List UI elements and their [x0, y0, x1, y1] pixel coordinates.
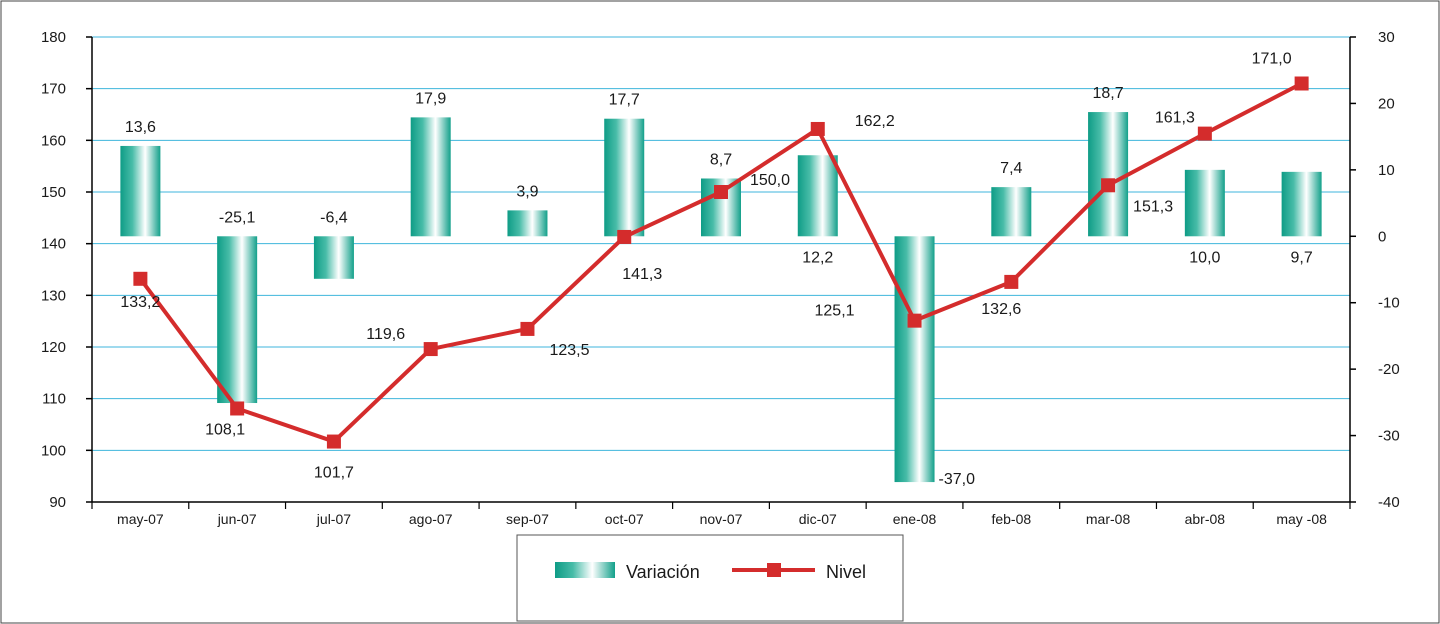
- nivel-marker: [326, 434, 341, 449]
- axes: 90100110120130140150160170180-40-30-20-1…: [41, 29, 1400, 527]
- x-tick-label: ene-08: [893, 511, 937, 527]
- nivel-marker: [714, 185, 728, 199]
- nivel-marker: [810, 121, 825, 136]
- nivel-marker: [1294, 76, 1309, 91]
- y-left-tick-label: 100: [41, 442, 66, 459]
- nivel-marker: [617, 229, 632, 244]
- y-right-tick-label: -40: [1378, 494, 1400, 511]
- data-label-nivel: 150,0: [750, 172, 790, 189]
- x-tick-label: mar-08: [1086, 511, 1131, 527]
- data-label-variacion: -25,1: [219, 209, 256, 226]
- data-label-variacion: -6,4: [320, 209, 348, 226]
- legend-marker-nivel: [767, 563, 781, 577]
- nivel-marker: [133, 271, 148, 286]
- data-label-nivel: 141,3: [622, 266, 662, 283]
- data-label-variacion: 12,2: [802, 249, 833, 266]
- data-label-nivel: 161,3: [1155, 110, 1195, 127]
- bar-variacion: [410, 117, 451, 237]
- x-tick-label: jun-07: [217, 511, 257, 527]
- bar-variacion: [991, 187, 1032, 237]
- data-label-variacion: 17,9: [415, 90, 446, 107]
- y-left-tick-label: 180: [41, 29, 66, 46]
- bar-series-variacion: [120, 112, 1322, 483]
- y-right-tick-label: 30: [1378, 29, 1395, 46]
- y-left-tick-label: 160: [41, 132, 66, 149]
- y-right-tick-label: 20: [1378, 95, 1395, 112]
- legend-swatch-variacion: [555, 562, 615, 578]
- bar-variacion: [313, 236, 354, 279]
- data-label-nivel: 132,6: [981, 301, 1021, 318]
- data-label-nivel: 101,7: [314, 465, 354, 482]
- nivel-marker: [1197, 126, 1212, 141]
- x-tick-label: abr-08: [1185, 511, 1226, 527]
- nivel-marker: [423, 342, 438, 357]
- y-right-tick-label: -30: [1378, 428, 1400, 445]
- nivel-marker: [907, 313, 922, 328]
- data-label-nivel: 171,0: [1252, 51, 1292, 68]
- x-tick-label: may-07: [117, 511, 164, 527]
- x-tick-label: jul-07: [316, 511, 351, 527]
- bar-variacion: [1184, 169, 1225, 237]
- data-label-nivel: 108,1: [205, 421, 245, 438]
- bar-variacion: [1088, 112, 1129, 237]
- x-tick-label: nov-07: [700, 511, 743, 527]
- data-label-variacion: -37,0: [939, 471, 976, 488]
- y-left-tick-label: 110: [42, 391, 66, 408]
- y-left-tick-label: 170: [41, 81, 66, 98]
- data-label-nivel: 162,2: [855, 113, 895, 130]
- nivel-marker: [1004, 274, 1019, 289]
- data-label-variacion: 18,7: [1093, 85, 1124, 102]
- x-tick-label: sep-07: [506, 511, 549, 527]
- bar-variacion: [894, 236, 935, 483]
- x-tick-label: oct-07: [605, 511, 644, 527]
- y-right-tick-label: 10: [1378, 162, 1395, 179]
- data-label-variacion: 13,6: [125, 119, 156, 136]
- x-tick-label: ago-07: [409, 511, 453, 527]
- legend-label-variacion: Variación: [626, 562, 700, 582]
- data-label-variacion: 3,9: [516, 183, 538, 200]
- line-series-nivel: [133, 76, 1309, 449]
- data-label-nivel: 119,6: [366, 326, 405, 343]
- legend-label-nivel: Nivel: [826, 562, 866, 582]
- legend: Variación Nivel: [516, 534, 904, 622]
- data-label-variacion: 17,7: [609, 92, 640, 109]
- y-right-tick-label: -10: [1378, 295, 1400, 312]
- y-left-tick-label: 150: [41, 184, 66, 201]
- bar-variacion: [120, 145, 161, 237]
- bar-variacion: [604, 118, 645, 237]
- nivel-marker: [1101, 178, 1116, 193]
- data-label-variacion: 8,7: [710, 151, 732, 168]
- y-right-tick-label: -20: [1378, 361, 1400, 378]
- x-tick-label: may -08: [1276, 511, 1327, 527]
- data-label-variacion: 10,0: [1189, 249, 1220, 266]
- x-tick-label: dic-07: [799, 511, 837, 527]
- data-label-nivel: 123,5: [549, 342, 589, 359]
- bar-variacion: [1281, 171, 1322, 237]
- data-label-nivel: 125,1: [815, 303, 855, 320]
- y-right-tick-label: 0: [1378, 228, 1386, 245]
- y-left-tick-label: 140: [41, 236, 66, 253]
- bar-variacion: [797, 155, 838, 237]
- data-label-variacion: 7,4: [1000, 160, 1022, 177]
- nivel-marker: [520, 321, 535, 336]
- data-labels: 13,6 -25,1 -6,4 17,9 3,9 17,7 8,7 12,2 -37,0 7,4 1…: [120, 51, 1312, 489]
- data-label-nivel: 133,2: [120, 294, 160, 311]
- y-left-tick-label: 90: [49, 494, 66, 511]
- bar-variacion: [217, 236, 258, 404]
- data-label-variacion: 9,7: [1290, 249, 1312, 266]
- data-label-nivel: 151,3: [1133, 198, 1173, 215]
- y-left-tick-label: 120: [41, 339, 66, 356]
- bar-variacion: [507, 210, 548, 237]
- nivel-marker: [230, 401, 245, 416]
- x-tick-label: feb-08: [991, 511, 1031, 527]
- y-left-tick-label: 130: [41, 287, 66, 304]
